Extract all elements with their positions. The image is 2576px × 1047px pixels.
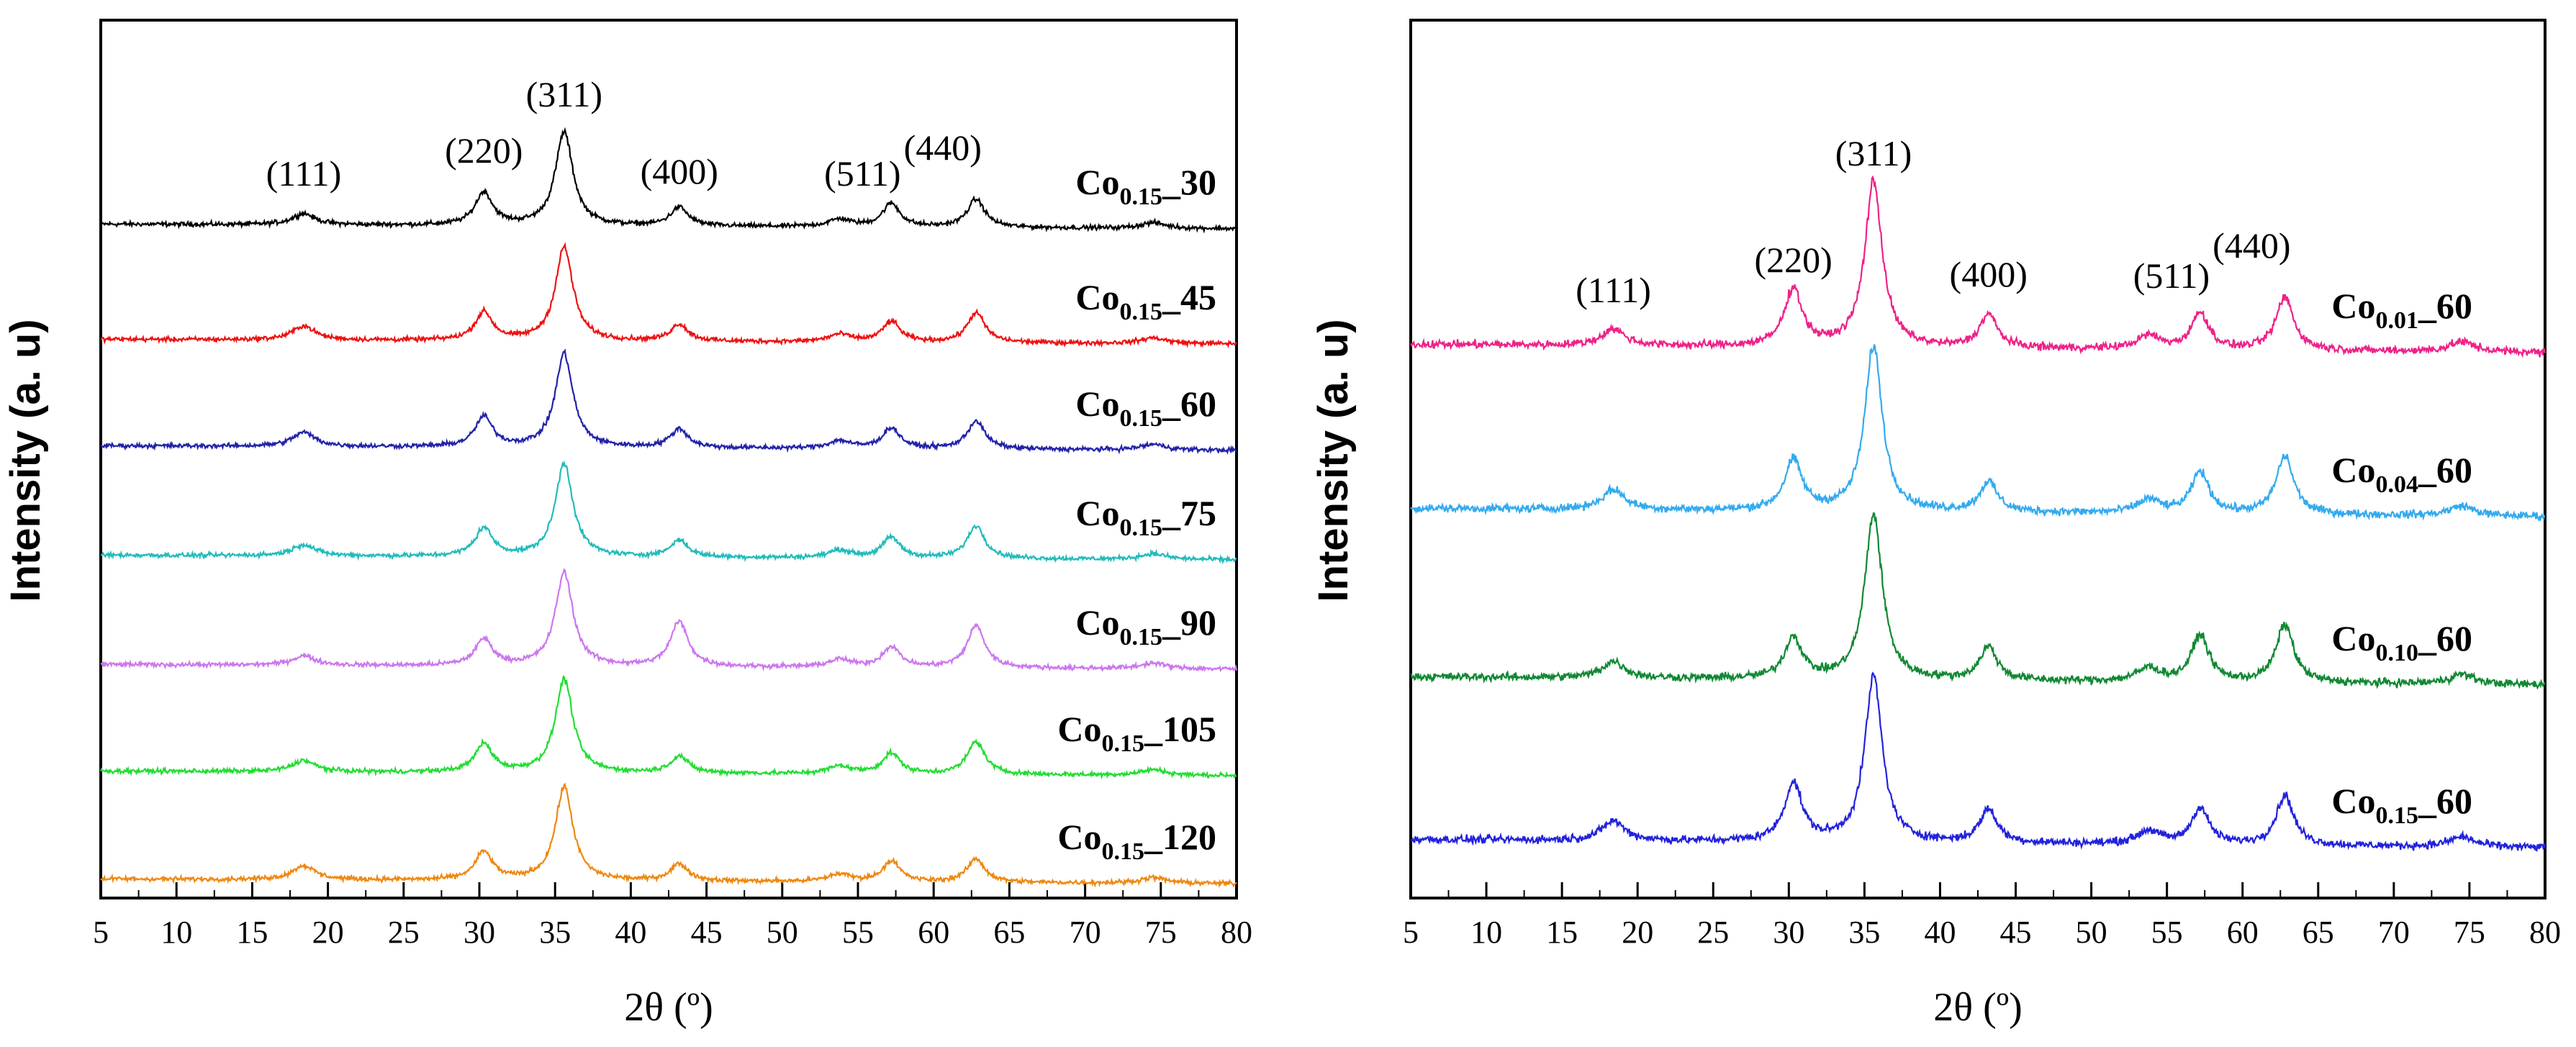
- x-tick-label: 30: [464, 915, 495, 950]
- x-tick-label: 65: [2302, 915, 2334, 950]
- x-tick-label: 5: [1403, 915, 1419, 950]
- x-tick-label: 60: [2227, 915, 2259, 950]
- x-tick-label: 45: [2000, 915, 2032, 950]
- series-line-co0-15-105: [99, 675, 1237, 780]
- peak-label: (400): [641, 151, 718, 191]
- x-tick-label: 50: [2076, 915, 2107, 950]
- series-line-co0-15-60: [1410, 671, 2546, 852]
- left-panel: 5 10 15 20 25 30 35 40 45 50 55 60 65 70 75 80 2θ (º) Int…: [2, 19, 1252, 1030]
- x-tick-label: 60: [918, 915, 949, 950]
- series-label: Co0.01_60: [2331, 286, 2472, 334]
- peak-label: (440): [2213, 225, 2290, 266]
- x-tick-label: 5: [93, 915, 109, 950]
- x-tick-label: 80: [1221, 915, 1252, 950]
- peak-label: (511): [824, 153, 900, 194]
- x-tick-label: 55: [2151, 915, 2183, 950]
- x-tick-label: 70: [2378, 915, 2410, 950]
- peak-label: (311): [526, 74, 602, 114]
- peak-label: (220): [445, 130, 523, 171]
- x-tick-label: 40: [1924, 915, 1956, 950]
- x-tick-label: 15: [1546, 915, 1578, 950]
- series-line-co0-15-120: [100, 782, 1237, 889]
- series-label: Co0.15_105: [1057, 709, 1216, 757]
- x-axis-title: 2θ (º): [1933, 985, 2022, 1030]
- peak-label: (511): [2133, 255, 2210, 296]
- x-tick-label: 75: [1145, 915, 1177, 950]
- peak-label: (111): [1576, 270, 1651, 310]
- x-tick-label: 80: [2529, 915, 2561, 950]
- series-line-co0-04-60: [1410, 344, 2546, 522]
- x-tick-label: 10: [1470, 915, 1502, 950]
- x-tick-label: 75: [2454, 915, 2485, 950]
- x-tick-label: 35: [1848, 915, 1880, 950]
- series-label: Co0.15_30: [1075, 162, 1216, 210]
- x-tick-label: 70: [1070, 915, 1101, 950]
- series-label: Co0.15_60: [2331, 781, 2472, 829]
- x-tick-label: 65: [993, 915, 1025, 950]
- y-axis-title: Intensity (a. u): [2, 319, 49, 602]
- peak-label: (220): [1754, 240, 1832, 280]
- x-tick-label: 40: [615, 915, 646, 950]
- x-tick-label: 20: [312, 915, 344, 950]
- y-axis-title: Intensity (a. u): [1310, 319, 1357, 602]
- x-tick-label: 50: [767, 915, 798, 950]
- series-label: Co0.15_120: [1057, 817, 1216, 865]
- series-line-co0-15-45: [100, 242, 1237, 349]
- series-label: Co0.04_60: [2331, 450, 2472, 498]
- peak-label: (111): [266, 153, 342, 194]
- series-label: Co0.15_60: [1075, 384, 1216, 432]
- x-axis-title: 2θ (º): [624, 985, 713, 1030]
- series-label: Co0.15_75: [1075, 493, 1216, 541]
- series-line-co0-15-90: [100, 568, 1238, 673]
- x-tick-label: 55: [842, 915, 874, 950]
- series-line-co0-15-60: [100, 348, 1237, 455]
- series-label: Co0.10_60: [2331, 618, 2472, 666]
- series-label: Co0.15_45: [1075, 277, 1216, 325]
- x-tick-label: 20: [1622, 915, 1653, 950]
- peak-label: (311): [1835, 133, 1912, 173]
- x-tick-label: 45: [691, 915, 723, 950]
- series-line-co0-10-60: [1410, 512, 2546, 690]
- x-tick-label: 25: [388, 915, 420, 950]
- x-tick-label: 15: [236, 915, 268, 950]
- series-line-co0-01-60: [1409, 175, 2546, 358]
- x-tick-label: 25: [1697, 915, 1729, 950]
- peak-label: (440): [904, 127, 982, 168]
- series-label: Co0.15_90: [1075, 602, 1216, 651]
- x-tick-label: 10: [161, 915, 192, 950]
- right-panel: 5 10 15 20 25 30 35 40 45 50 55 60 65 70 75 80 2θ (º) Int…: [1310, 19, 2561, 1030]
- series-line-co0-15-75: [100, 460, 1237, 565]
- x-tick-label: 35: [539, 915, 571, 950]
- x-tick-label: 30: [1773, 915, 1804, 950]
- peak-label: (400): [1950, 254, 2028, 294]
- series-line-co0-15-30: [100, 127, 1237, 234]
